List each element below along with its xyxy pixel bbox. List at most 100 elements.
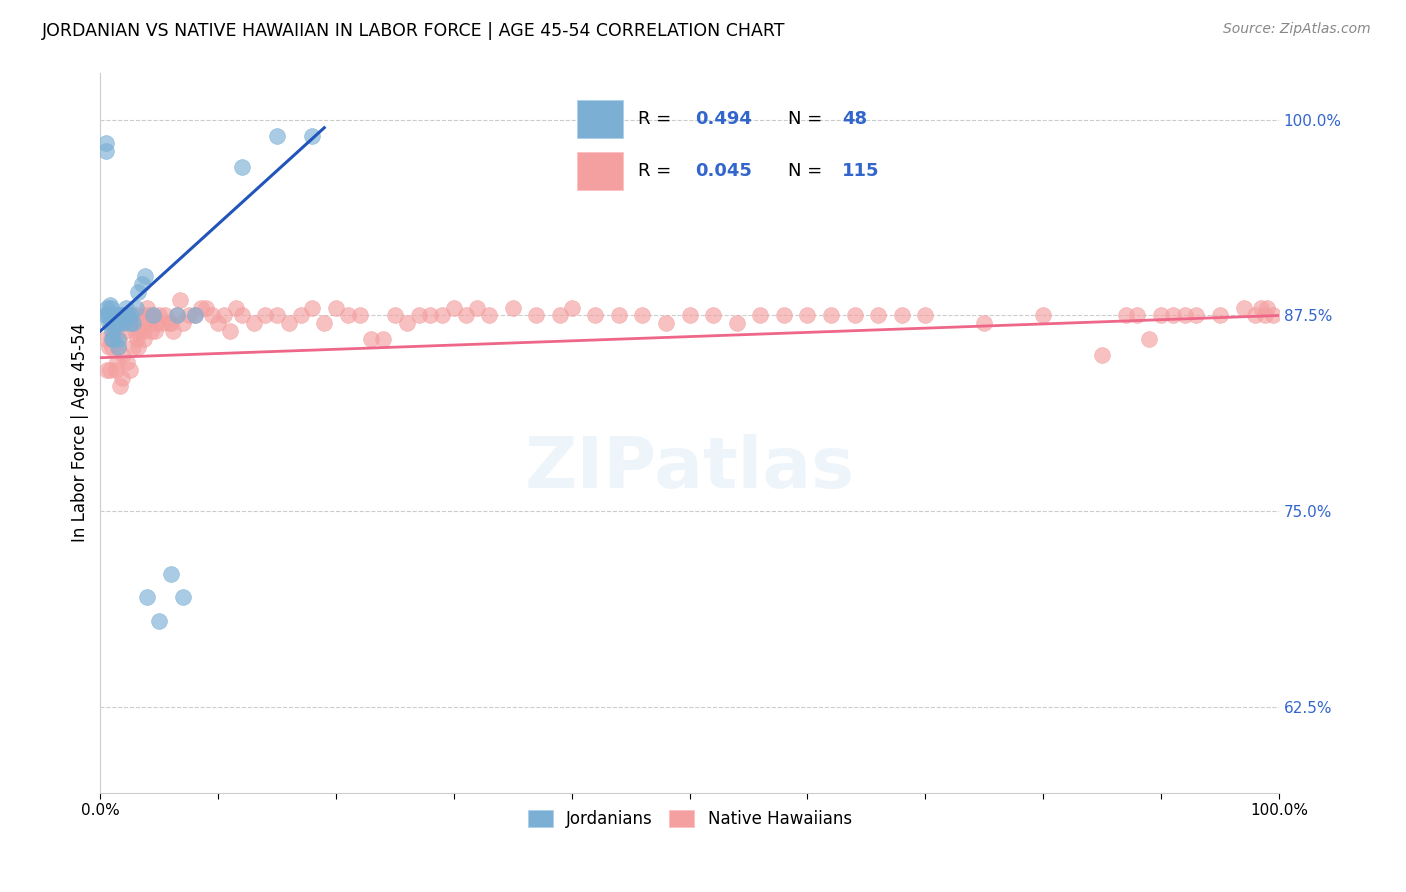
Point (115, 301, 138, 315)
Point (166, 309, 188, 323)
Point (112, 309, 135, 323)
Point (607, 309, 630, 323)
Text: N =: N = (789, 161, 828, 179)
Point (134, 269, 156, 284)
Point (1126, 309, 1149, 323)
Point (1244, 309, 1267, 323)
Point (467, 301, 489, 315)
Point (1091, 348, 1114, 362)
Point (631, 309, 654, 323)
Point (127, 285, 149, 299)
Point (1261, 309, 1284, 323)
Point (115, 316, 138, 330)
Point (548, 309, 571, 323)
Point (1185, 309, 1208, 323)
Point (122, 316, 145, 330)
Point (190, 301, 212, 315)
Point (201, 309, 224, 323)
Point (502, 301, 524, 315)
Point (225, 301, 247, 315)
Point (177, 309, 200, 323)
Point (183, 309, 205, 323)
Text: R =: R = (638, 111, 676, 128)
Point (1115, 309, 1137, 323)
Point (183, 309, 205, 323)
Point (101, 340, 124, 354)
Point (160, 316, 183, 330)
Point (254, 309, 277, 323)
Point (121, 316, 143, 330)
Point (111, 316, 134, 330)
Point (725, 316, 748, 330)
Point (108, 332, 131, 346)
Point (583, 309, 606, 323)
Point (103, 309, 125, 323)
Point (1232, 301, 1254, 315)
Point (108, 316, 131, 330)
Text: JORDANIAN VS NATIVE HAWAIIAN IN LABOR FORCE | AGE 45-54 CORRELATION CHART: JORDANIAN VS NATIVE HAWAIIAN IN LABOR FO… (42, 22, 786, 40)
FancyBboxPatch shape (576, 100, 623, 138)
Point (98, 363, 121, 377)
Point (139, 324, 162, 338)
Point (868, 309, 890, 323)
Y-axis label: In Labor Force | Age 45-54: In Labor Force | Age 45-54 (72, 323, 89, 542)
Point (526, 309, 548, 323)
Point (148, 309, 170, 323)
Point (110, 371, 132, 385)
Point (162, 324, 184, 338)
Point (132, 332, 155, 346)
Point (117, 355, 139, 369)
Point (96, 136, 118, 151)
Point (124, 324, 146, 338)
Point (148, 614, 170, 628)
Point (101, 309, 124, 323)
Point (443, 301, 465, 315)
Point (749, 309, 772, 323)
Point (107, 340, 129, 354)
Point (702, 309, 724, 323)
Point (110, 309, 132, 323)
Point (973, 316, 995, 330)
Point (96, 363, 118, 377)
Point (100, 316, 122, 330)
Point (266, 128, 288, 143)
Point (301, 301, 323, 315)
Point (678, 309, 700, 323)
Point (153, 309, 176, 323)
Point (100, 309, 122, 323)
Point (146, 316, 169, 330)
Text: ZIPatlas: ZIPatlas (524, 434, 855, 503)
Point (125, 332, 148, 346)
Point (157, 316, 180, 330)
Point (172, 590, 194, 604)
Text: N =: N = (789, 111, 828, 128)
Point (131, 316, 153, 330)
Point (1161, 309, 1184, 323)
Point (111, 348, 134, 362)
Point (290, 309, 312, 323)
Point (820, 309, 842, 323)
Point (419, 309, 441, 323)
Text: 0.045: 0.045 (695, 161, 752, 179)
Text: R =: R = (638, 161, 676, 179)
Point (169, 293, 191, 307)
Point (103, 332, 125, 346)
Point (242, 316, 264, 330)
Point (266, 309, 288, 323)
Point (105, 309, 128, 323)
Point (97, 316, 120, 330)
Point (125, 301, 148, 315)
Point (120, 309, 142, 323)
Legend: Jordanians, Native Hawaiians: Jordanians, Native Hawaiians (520, 803, 859, 835)
Point (430, 309, 453, 323)
Text: 0.494: 0.494 (695, 111, 752, 128)
Point (160, 566, 183, 581)
Point (96, 145, 118, 159)
Point (212, 309, 235, 323)
Point (1250, 301, 1272, 315)
Point (104, 309, 127, 323)
Point (1256, 301, 1278, 315)
Point (172, 316, 194, 330)
Point (96, 309, 118, 323)
Point (138, 309, 160, 323)
